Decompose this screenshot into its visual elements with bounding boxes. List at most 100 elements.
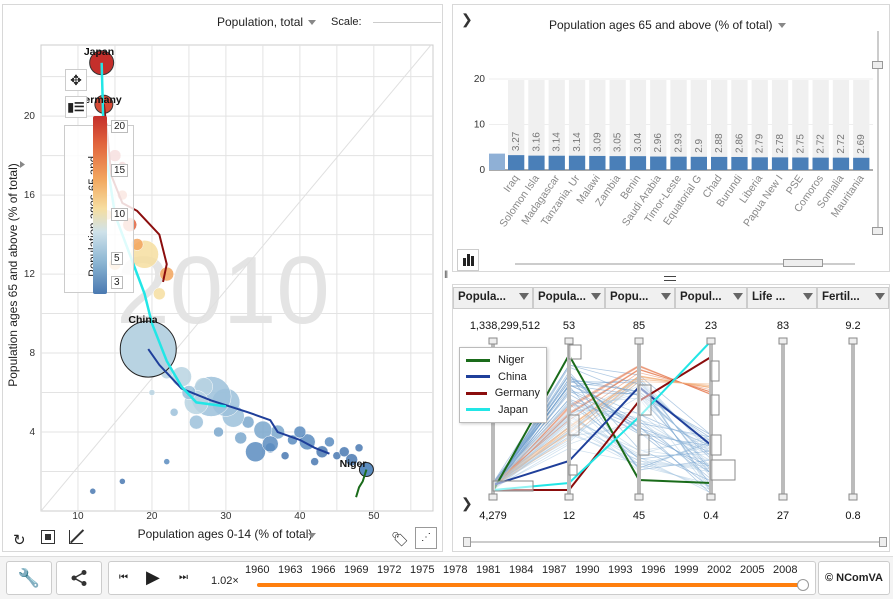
- timeline-year-label[interactable]: 1978: [443, 564, 468, 576]
- pc-axis-handle-bottom[interactable]: [488, 493, 498, 501]
- bar[interactable]: [508, 155, 525, 170]
- bar[interactable]: [853, 157, 870, 170]
- size-selector[interactable]: Population, total: [217, 15, 317, 29]
- timeline-year-label[interactable]: 1984: [509, 564, 534, 576]
- settings-button[interactable]: 🔧: [6, 561, 52, 595]
- pc-axis-handle-bottom[interactable]: [564, 493, 574, 501]
- timeline-year-label[interactable]: 1990: [575, 564, 600, 576]
- bar-title-selector[interactable]: Population ages 65 and above (% of total…: [549, 18, 786, 32]
- pc-horizontal-scrollbar[interactable]: [463, 537, 887, 547]
- timeline-year-label[interactable]: 1969: [344, 564, 369, 576]
- pc-legend-item[interactable]: Niger: [466, 352, 540, 369]
- timeline-track[interactable]: [257, 579, 809, 591]
- timeline-year-label[interactable]: 1966: [311, 564, 336, 576]
- pc-axis-handle-top[interactable]: [564, 337, 574, 345]
- pc-axis-handle-top[interactable]: [848, 337, 858, 345]
- parallel-coordinates-chart[interactable]: 1,338,299,512 4,279 53 12 85 45 23 0.4 83 27 9.2 0.…: [453, 285, 891, 553]
- bar[interactable]: [711, 156, 728, 170]
- timeline-year-label[interactable]: 2002: [707, 564, 732, 576]
- pc-legend-item[interactable]: Germany: [466, 385, 540, 402]
- pc-axis-min-label: 45: [633, 510, 645, 522]
- splitter-handle-horizontal[interactable]: [664, 276, 676, 281]
- speed-label[interactable]: 1.02×: [211, 575, 239, 587]
- trendline-icon[interactable]: [69, 529, 84, 544]
- legend-toggle-icon[interactable]: ▮☰: [65, 96, 87, 118]
- bar[interactable]: [751, 157, 768, 170]
- trail-toggle-icon[interactable]: ⋰: [415, 527, 437, 549]
- chevron-down-icon: [308, 20, 317, 26]
- pc-column-header[interactable]: Popula...: [533, 287, 605, 309]
- splitter-handle[interactable]: ‖: [444, 270, 449, 281]
- bar[interactable]: [568, 155, 586, 170]
- play-icon[interactable]: ▶: [146, 567, 160, 587]
- bar[interactable]: [548, 155, 565, 170]
- timeline-year-label[interactable]: 1987: [542, 564, 567, 576]
- expand-chevron-icon[interactable]: ❯: [461, 495, 473, 511]
- bar-chart-icon[interactable]: [457, 249, 479, 271]
- timeline-year-label[interactable]: 1963: [278, 564, 303, 576]
- bar[interactable]: [629, 156, 647, 170]
- pan-icon[interactable]: ✥: [65, 69, 87, 91]
- scale-slider[interactable]: [373, 22, 441, 23]
- timeline-year-label[interactable]: 2005: [740, 564, 765, 576]
- country-bubble: [153, 287, 166, 301]
- scatter-plot[interactable]: 20 10 10 20 30 40 50 4 8 12 16 20 Population ages …: [3, 5, 444, 553]
- y-axis-label[interactable]: Population ages 65 and above (% of total…: [6, 163, 20, 387]
- step-back-icon[interactable]: ⏮: [119, 572, 128, 583]
- pc-column-header[interactable]: Popula...: [453, 287, 533, 309]
- pc-axis-handle-bottom[interactable]: [634, 493, 644, 501]
- timeline-year-label[interactable]: 1999: [674, 564, 699, 576]
- x-axis-label[interactable]: Population ages 0-14 (% of total): [138, 527, 313, 541]
- bar[interactable]: [589, 155, 606, 170]
- timeline-year-label[interactable]: 2008: [773, 564, 798, 576]
- tag-icon[interactable]: 🏷: [391, 531, 409, 547]
- bar[interactable]: [832, 157, 850, 170]
- country-bubble: [280, 451, 290, 460]
- timeline-year-label[interactable]: 1993: [608, 564, 633, 576]
- pc-axis-handle-top[interactable]: [778, 337, 788, 345]
- country-bubble: [169, 408, 179, 417]
- pc-axis-handle-top[interactable]: [706, 337, 716, 345]
- pc-legend-item[interactable]: China: [466, 369, 540, 386]
- pc-background-line: [492, 397, 712, 493]
- pc-column-header[interactable]: Life ...: [747, 287, 817, 309]
- pc-column-header[interactable]: Popul...: [675, 287, 747, 309]
- bar[interactable]: [792, 157, 809, 170]
- pc-legend-item[interactable]: Japan: [466, 402, 540, 419]
- bar[interactable]: [690, 156, 707, 170]
- pc-axis-handle-top[interactable]: [488, 337, 498, 345]
- step-forward-icon[interactable]: ⏭: [179, 572, 188, 583]
- bar[interactable]: [650, 156, 667, 170]
- timeline-year-label[interactable]: 1996: [641, 564, 666, 576]
- x-axis-caret-icon: [308, 533, 316, 538]
- timeline-year-label[interactable]: 1975: [410, 564, 435, 576]
- timeline-year-label[interactable]: 1972: [377, 564, 402, 576]
- expand-chevron-icon[interactable]: ❯: [461, 11, 473, 27]
- zoom-box-icon[interactable]: [41, 530, 55, 544]
- pc-column-header[interactable]: Popu...: [605, 287, 675, 309]
- timeline-year-label[interactable]: 1981: [476, 564, 501, 576]
- copyright-label[interactable]: © NComVA: [818, 561, 890, 595]
- reset-icon[interactable]: ↻: [13, 532, 26, 549]
- pc-axis-handle-bottom[interactable]: [706, 493, 716, 501]
- bar-vertical-scrollbar[interactable]: [872, 31, 883, 235]
- pc-column-header[interactable]: Fertil...: [817, 287, 889, 309]
- bar[interactable]: [670, 156, 687, 170]
- bar[interactable]: [812, 157, 829, 170]
- bar-horizontal-scrollbar[interactable]: [515, 259, 855, 267]
- pc-axis-handle-bottom[interactable]: [848, 493, 858, 501]
- bar[interactable]: [609, 156, 626, 170]
- pc-axis-handle-top[interactable]: [634, 337, 644, 345]
- timeline-year-label[interactable]: 1960: [245, 564, 270, 576]
- timeline-handle[interactable]: [797, 579, 809, 591]
- bar-value-label: 2.88: [714, 133, 725, 153]
- bar-background: [690, 79, 707, 157]
- bar[interactable]: [771, 157, 789, 170]
- bar[interactable]: [731, 156, 748, 170]
- share-button[interactable]: [56, 561, 102, 595]
- pc-axis-handle-bottom[interactable]: [778, 493, 788, 501]
- bar[interactable]: [528, 155, 545, 170]
- pc-legend: Niger China Germany Japan: [459, 347, 547, 423]
